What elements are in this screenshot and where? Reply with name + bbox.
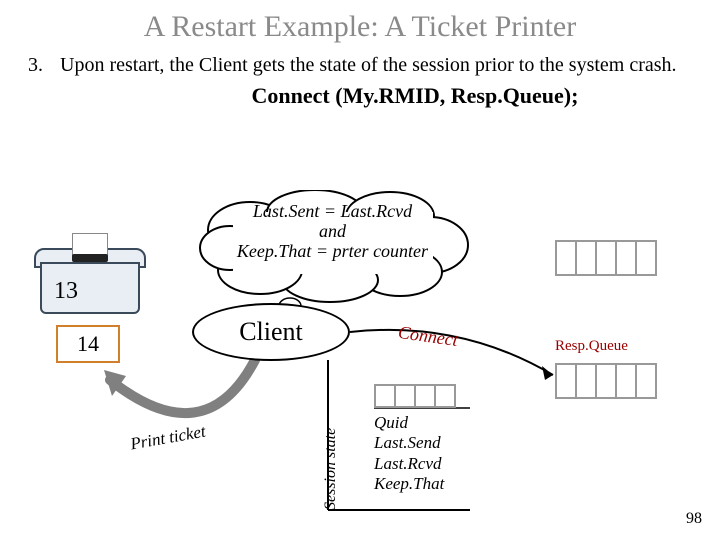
queue-cell — [595, 240, 617, 276]
queue-top — [555, 240, 657, 276]
cloud-line1: Last.Sent = Last.Rcvd — [195, 202, 470, 222]
connect-call: Connect (My.RMID, Resp.Queue); — [110, 83, 720, 109]
queue-mid — [555, 363, 657, 399]
state-list: Quid Last.Send Last.Rcvd Keep.That — [374, 413, 444, 495]
respqueue-label: Resp.Queue — [555, 338, 628, 355]
client-label: Client — [239, 317, 303, 347]
queue-cell — [635, 240, 657, 276]
ticket-number: 14 — [77, 331, 99, 357]
cloud-text: Last.Sent = Last.Rcvd and Keep.That = pr… — [195, 202, 470, 261]
state-keepthat: Keep.That — [374, 474, 444, 494]
queue-cell — [595, 363, 617, 399]
printer-slot — [72, 254, 108, 262]
diagram: Last.Sent = Last.Rcvd and Keep.That = pr… — [0, 180, 720, 540]
queue-cell — [575, 363, 597, 399]
queue-cell — [615, 363, 637, 399]
printer-counter: 13 — [54, 278, 78, 305]
queue-cell — [635, 363, 657, 399]
cloud-line2: and — [195, 222, 470, 242]
bullet-text: Upon restart, the Client gets the state … — [60, 54, 677, 76]
cloud-line3: Keep.That = prter counter — [195, 242, 470, 262]
queue-cell — [394, 384, 416, 408]
bullet-number: 3. — [28, 54, 43, 77]
queue-cell — [414, 384, 436, 408]
queue-cell — [555, 240, 577, 276]
state-lastrcvd: Last.Rcvd — [374, 454, 444, 474]
print-ticket-label: Print ticket — [129, 422, 207, 455]
slide-title: A Restart Example: A Ticket Printer — [0, 0, 720, 44]
page-number: 98 — [686, 510, 702, 528]
queue-cell — [434, 384, 456, 408]
queue-cell — [575, 240, 597, 276]
thought-cloud: Last.Sent = Last.Rcvd and Keep.That = pr… — [195, 190, 470, 295]
session-state-label: Session state — [322, 428, 340, 510]
ticket: 14 — [56, 325, 120, 363]
bullet: 3. Upon restart, the Client gets the sta… — [0, 44, 720, 77]
queue-cell — [374, 384, 396, 408]
queue-bottom — [374, 384, 456, 408]
client-node: Client — [192, 303, 350, 361]
state-lastsend: Last.Send — [374, 433, 444, 453]
state-quid: Quid — [374, 413, 444, 433]
queue-cell — [555, 363, 577, 399]
queue-cell — [615, 240, 637, 276]
